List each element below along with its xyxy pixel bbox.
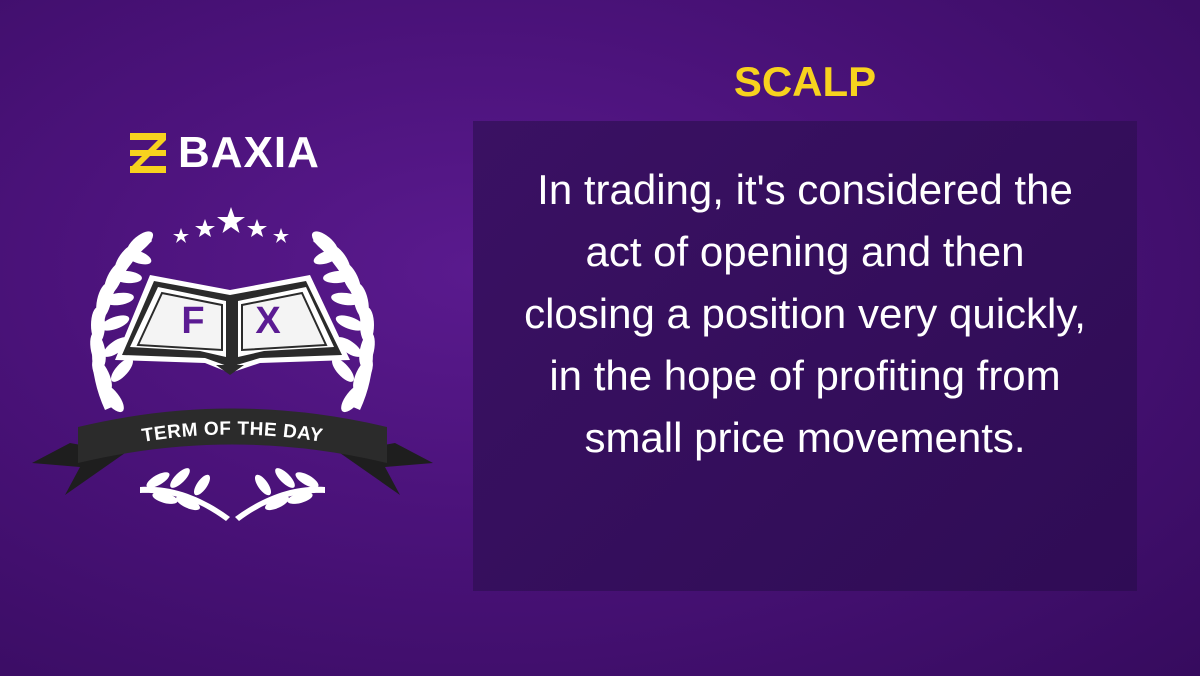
laurel-book-emblem-icon: F X TERM OF THE DAY bbox=[32, 207, 433, 521]
open-book-icon bbox=[115, 275, 350, 375]
definition-box: In trading, it's considered the act of o… bbox=[473, 121, 1137, 591]
lower-laurel-icon bbox=[140, 468, 325, 521]
right-laurel-icon bbox=[311, 231, 375, 413]
left-laurel-icon bbox=[90, 231, 154, 413]
term-title: SCALP bbox=[733, 58, 877, 105]
baxia-logo-icon bbox=[130, 133, 166, 173]
term-of-the-day-emblem: F X TERM OF THE DAY bbox=[30, 195, 435, 525]
ribbon-banner bbox=[78, 408, 387, 463]
brand-name: BAXIA bbox=[178, 128, 320, 177]
book-left-letter: F bbox=[181, 300, 204, 342]
definition-text: In trading, it's considered the act of o… bbox=[524, 166, 1086, 461]
brand-logo: BAXIA bbox=[128, 128, 338, 178]
stars-icon bbox=[173, 207, 289, 243]
book-right-letter: X bbox=[255, 300, 281, 342]
